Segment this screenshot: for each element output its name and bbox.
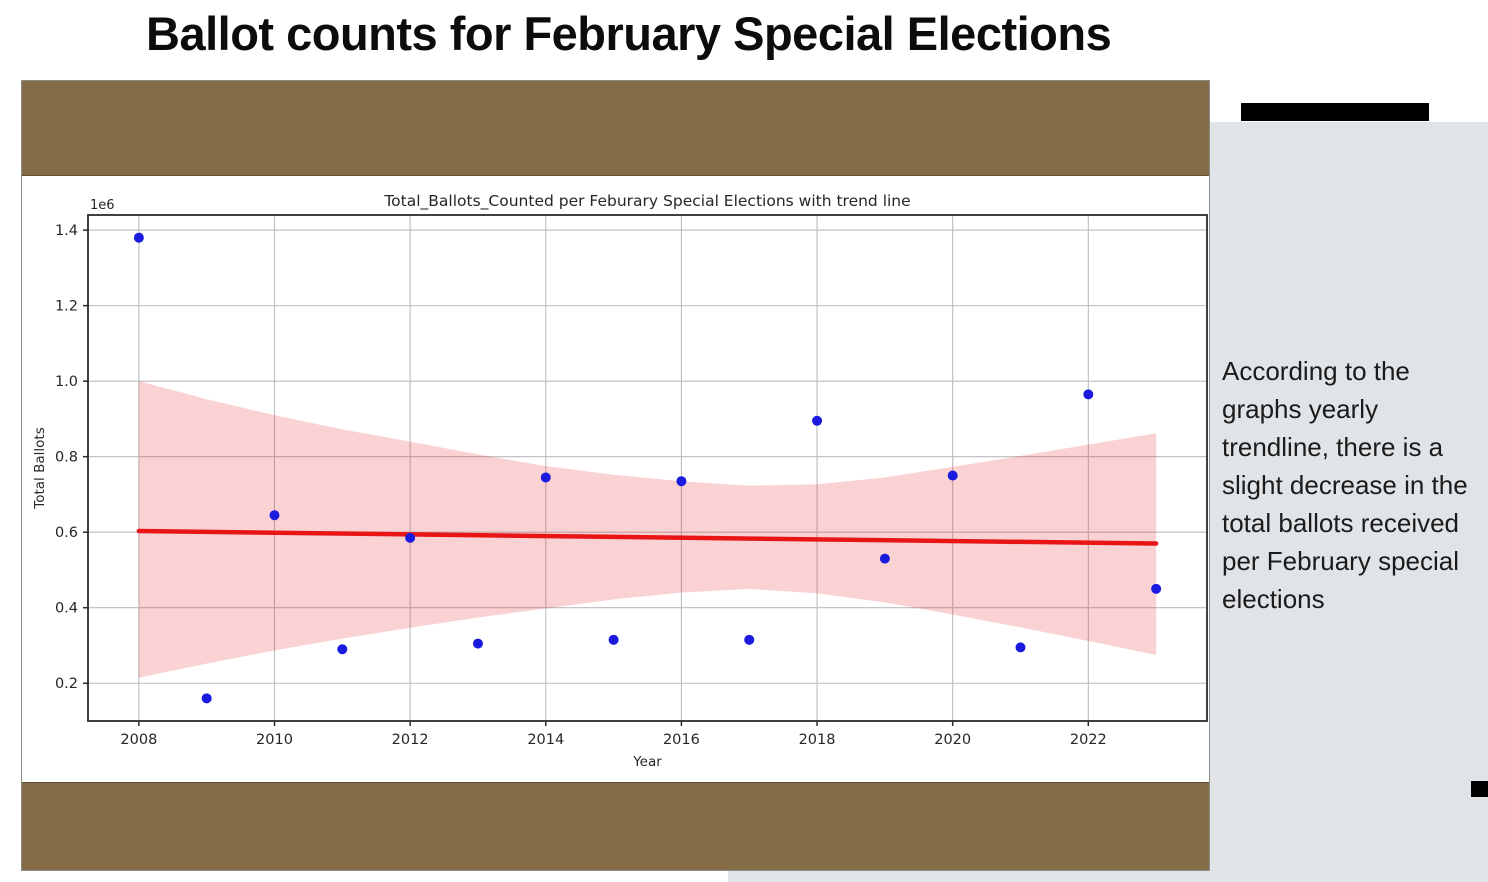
svg-text:2022: 2022 bbox=[1070, 732, 1107, 748]
svg-text:2014: 2014 bbox=[527, 732, 564, 748]
annotation-text: According to the graphs yearly trendline… bbox=[1222, 356, 1468, 614]
ballots-scatter-chart: 2008 2010 2012 2014 2016 2018 2020 2022 0.2 0.4 0.… bbox=[22, 176, 1209, 782]
data-point bbox=[269, 510, 280, 521]
redaction-bar-top bbox=[1241, 103, 1429, 121]
svg-text:2020: 2020 bbox=[934, 732, 971, 748]
data-point bbox=[879, 553, 890, 564]
x-axis-label: Year bbox=[632, 754, 662, 770]
data-point bbox=[1015, 642, 1026, 653]
slide-title: Ballot counts for February Special Elect… bbox=[146, 7, 1112, 60]
svg-text:0.6: 0.6 bbox=[55, 525, 78, 541]
data-point bbox=[608, 634, 619, 645]
svg-text:1.0: 1.0 bbox=[55, 374, 78, 390]
data-point bbox=[472, 638, 483, 649]
svg-text:0.8: 0.8 bbox=[55, 450, 78, 466]
svg-text:2018: 2018 bbox=[799, 732, 836, 748]
data-point bbox=[744, 634, 755, 645]
data-point bbox=[1083, 389, 1094, 400]
data-point bbox=[405, 532, 416, 543]
data-point bbox=[201, 693, 212, 704]
data-point bbox=[1151, 583, 1162, 594]
chart-screenshot: 2008 2010 2012 2014 2016 2018 2020 2022 0.2 0.4 0.… bbox=[21, 80, 1210, 871]
svg-text:2010: 2010 bbox=[256, 732, 293, 748]
confidence-band bbox=[138, 381, 1157, 678]
svg-text:0.2: 0.2 bbox=[55, 676, 78, 692]
trend-line bbox=[136, 528, 1159, 546]
data-point bbox=[676, 476, 687, 487]
data-point bbox=[133, 232, 144, 243]
y-scale-offset: 1e6 bbox=[90, 198, 115, 213]
svg-text:2008: 2008 bbox=[120, 732, 157, 748]
svg-text:0.4: 0.4 bbox=[55, 601, 78, 617]
data-point bbox=[540, 472, 551, 483]
data-point bbox=[812, 415, 823, 426]
svg-text:1.2: 1.2 bbox=[55, 299, 78, 315]
brown-banner-bottom bbox=[22, 782, 1209, 870]
redaction-square-bottom bbox=[1471, 781, 1488, 797]
data-point bbox=[337, 644, 348, 655]
svg-text:2016: 2016 bbox=[663, 732, 700, 748]
svg-text:2012: 2012 bbox=[392, 732, 429, 748]
y-axis-label: Total Ballots bbox=[32, 427, 48, 509]
brown-banner-top bbox=[22, 81, 1209, 176]
data-point bbox=[947, 470, 958, 481]
chart-title: Total_Ballots_Counted per Feburary Speci… bbox=[383, 192, 910, 211]
svg-text:1.4: 1.4 bbox=[55, 223, 78, 239]
